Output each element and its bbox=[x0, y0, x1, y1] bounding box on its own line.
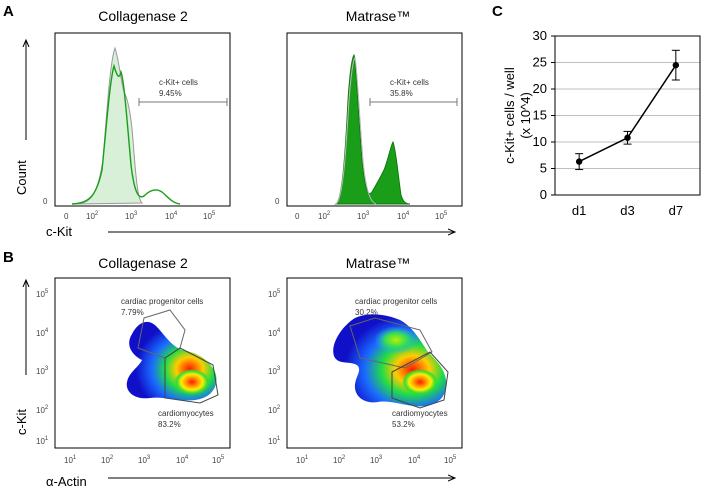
cardiomyocyte-gate bbox=[164, 347, 219, 404]
panel-b-title-collagenase: Collagenase 2 bbox=[98, 255, 188, 271]
chart-c-data-point bbox=[624, 134, 631, 141]
histogram-matrase: c-Kit+ cells 35.8% 0 0 102 103 104 105 bbox=[275, 32, 463, 221]
cardiomyocyte-gate bbox=[391, 351, 449, 409]
y-tick-labels: 105 104 103 102 101 bbox=[36, 289, 49, 446]
histogram-frame bbox=[286, 32, 463, 207]
chart-c-series bbox=[575, 49, 680, 171]
chart-c-y-tick-label: 25 bbox=[533, 55, 547, 70]
chart-c-series-line bbox=[578, 64, 677, 163]
histogram-control-curve bbox=[335, 57, 377, 205]
chart-c-y-label: c-Kit+ cells / well(x 10^4) bbox=[502, 67, 533, 164]
svg-text:105: 105 bbox=[444, 455, 457, 465]
chart-c-data-point bbox=[575, 158, 583, 165]
svg-text:103: 103 bbox=[357, 211, 370, 221]
svg-text:102: 102 bbox=[268, 405, 281, 415]
chart-c-x-tick-label: d3 bbox=[620, 203, 634, 218]
svg-text:103: 103 bbox=[138, 455, 151, 465]
svg-text:101: 101 bbox=[268, 436, 281, 446]
svg-text:104: 104 bbox=[165, 211, 178, 221]
progenitor-gate-name: cardiac progenitor cells bbox=[121, 297, 203, 306]
svg-text:102: 102 bbox=[333, 455, 346, 465]
svg-text:103: 103 bbox=[268, 366, 281, 376]
progenitor-gate bbox=[349, 317, 433, 369]
svg-text:105: 105 bbox=[435, 211, 448, 221]
line-chart-c: c-Kit+ cells / well(x 10^4) 0 5 10 15 20 25 30… bbox=[502, 28, 701, 218]
chart-c-y-ticks: 0 5 10 15 20 25 30 bbox=[533, 28, 555, 202]
svg-text:103: 103 bbox=[125, 211, 138, 221]
x-tick-labels: 0 102 103 104 105 bbox=[64, 211, 216, 221]
panel-b-letter: B bbox=[3, 249, 14, 266]
svg-text:102: 102 bbox=[318, 211, 331, 221]
svg-text:104: 104 bbox=[408, 455, 421, 465]
panel-a-y-label: Count bbox=[14, 160, 29, 195]
x-tick-labels: 0 102 103 104 105 bbox=[295, 211, 448, 221]
density-plot-matrase: cardiac progenitor cells 30.2% cardiomyo… bbox=[268, 277, 463, 465]
svg-text:0: 0 bbox=[295, 212, 300, 221]
svg-text:105: 105 bbox=[203, 211, 216, 221]
chart-c-y-tick-label: 20 bbox=[533, 81, 547, 96]
cardiomyocyte-gate-value: 53.2% bbox=[392, 420, 415, 429]
chart-c-y-tick-label: 0 bbox=[540, 187, 547, 202]
svg-text:103: 103 bbox=[36, 366, 49, 376]
svg-text:102: 102 bbox=[36, 405, 49, 415]
density-progenitor-spot bbox=[374, 326, 418, 354]
chart-c-x-tick-label: d1 bbox=[572, 203, 586, 218]
chart-c-y-tick-label: 15 bbox=[533, 108, 547, 123]
chart-c-x-tick-label: d7 bbox=[669, 203, 683, 218]
density-hotspot bbox=[174, 369, 210, 395]
svg-text:104: 104 bbox=[176, 455, 189, 465]
svg-text:101: 101 bbox=[296, 455, 309, 465]
chart-c-y-tick-label: 30 bbox=[533, 28, 547, 43]
svg-text:105: 105 bbox=[268, 289, 281, 299]
svg-text:102: 102 bbox=[101, 455, 114, 465]
chart-c-x-ticks: d1 d3 d7 bbox=[572, 203, 683, 218]
y-tick-labels: 105 104 103 102 101 bbox=[268, 289, 281, 446]
cardiomyocyte-gate-name: cardiomyocytes bbox=[158, 409, 214, 418]
x-tick-labels: 101 102 103 104 105 bbox=[64, 455, 225, 465]
panel-b-title-matrase: Matrase™ bbox=[346, 255, 411, 271]
gate-label-value: 9.45% bbox=[159, 89, 182, 98]
y-zero-label: 0 bbox=[275, 197, 280, 206]
svg-text:104: 104 bbox=[36, 328, 49, 338]
chart-c-y-tick-label: 10 bbox=[533, 134, 547, 149]
chart-c-y-tick-label: 5 bbox=[540, 161, 547, 176]
svg-text:105: 105 bbox=[36, 289, 49, 299]
gate-label-name: c-Kit+ cells bbox=[159, 78, 198, 87]
svg-text:104: 104 bbox=[397, 211, 410, 221]
cardiomyocyte-gate-name: cardiomyocytes bbox=[392, 409, 448, 418]
histogram-sample-curve bbox=[71, 63, 181, 205]
panel-a-x-label: c-Kit bbox=[46, 224, 72, 239]
x-tick-labels: 101 102 103 104 105 bbox=[296, 455, 457, 465]
panel-c-letter: C bbox=[492, 3, 503, 20]
panel-b-x-label: α-Actin bbox=[46, 474, 87, 489]
svg-text:102: 102 bbox=[86, 211, 99, 221]
svg-text:104: 104 bbox=[268, 328, 281, 338]
panel-a-letter: A bbox=[3, 3, 14, 20]
histogram-sample-fill bbox=[334, 53, 411, 205]
histogram-frame bbox=[54, 32, 231, 207]
panel-a-title-matrase: Matrase™ bbox=[346, 8, 411, 24]
progenitor-gate-value: 30.2% bbox=[355, 308, 378, 317]
gate-label-name: c-Kit+ cells bbox=[390, 78, 429, 87]
panel-a-title-collagenase: Collagenase 2 bbox=[98, 8, 188, 24]
gate-label-value: 35.8% bbox=[390, 89, 413, 98]
svg-text:105: 105 bbox=[212, 455, 225, 465]
chart-c-gridlines bbox=[555, 62, 700, 169]
svg-text:101: 101 bbox=[36, 436, 49, 446]
svg-text:0: 0 bbox=[64, 212, 69, 221]
density-plot-collagenase: cardiac progenitor cells 7.79% cardiomyo… bbox=[36, 277, 231, 465]
histogram-collagenase: c-Kit+ cells 9.45% 0 0 102 103 104 105 bbox=[43, 32, 231, 221]
chart-c-data-point bbox=[672, 61, 680, 69]
progenitor-gate-name: cardiac progenitor cells bbox=[355, 297, 437, 306]
svg-text:103: 103 bbox=[370, 455, 383, 465]
density-hotspot bbox=[402, 369, 438, 395]
svg-text:101: 101 bbox=[64, 455, 77, 465]
y-zero-label: 0 bbox=[43, 197, 48, 206]
progenitor-gate-value: 7.79% bbox=[121, 308, 144, 317]
cardiomyocyte-gate-value: 83.2% bbox=[158, 420, 181, 429]
panel-b-y-label: c-Kit bbox=[14, 409, 29, 435]
